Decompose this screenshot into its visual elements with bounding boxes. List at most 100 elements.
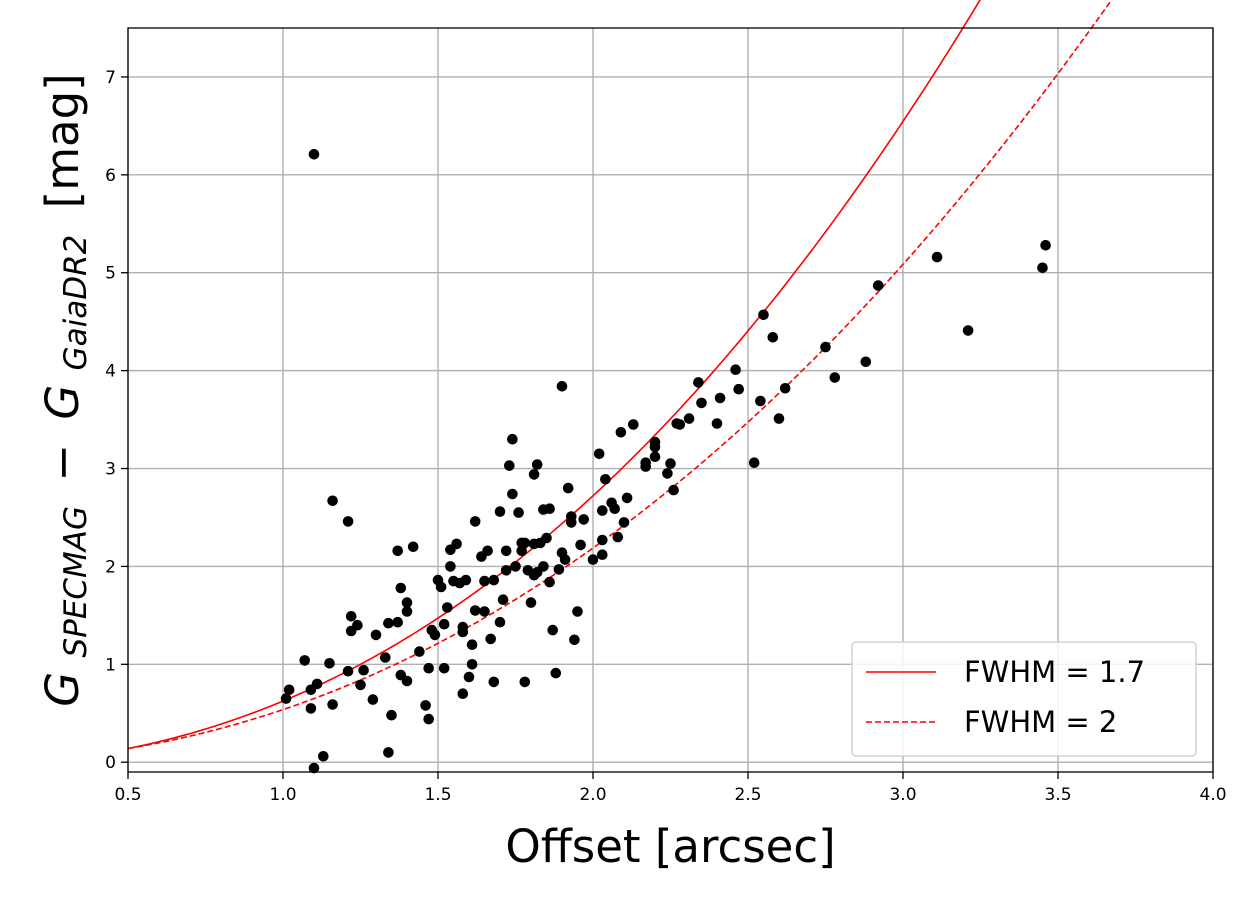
scatter-point (544, 576, 555, 588)
x-axis-label: Offset [arcsec] (505, 820, 835, 873)
scatter-point (758, 309, 769, 321)
scatter-point (748, 457, 760, 469)
scatter-point (587, 554, 599, 565)
scatter-point (612, 531, 624, 543)
scatter-point (559, 554, 571, 565)
scatter-point (550, 667, 562, 679)
y-label-sub1: SPECMAG (58, 506, 94, 658)
scatter-point (649, 451, 661, 463)
scatter-point (755, 395, 766, 407)
scatter-point (463, 671, 475, 683)
y-axis-label: G SPECMAG − G GaiaDR2 [mag] (36, 73, 97, 706)
scatter-point (575, 539, 586, 551)
scatter-point (401, 675, 413, 687)
scatter-point (618, 517, 630, 528)
scatter-point (466, 639, 478, 650)
scatter-point (451, 538, 462, 550)
y-tick-label: 3 (105, 460, 116, 480)
scatter-point (829, 372, 841, 383)
scatter-point (500, 545, 512, 557)
legend: FWHM = 1.7 FWHM = 2 (851, 641, 1197, 757)
scatter-point (662, 468, 673, 479)
x-tick-label: 1.5 (424, 785, 451, 805)
y-label-sub2: GaiaDR2 (58, 235, 94, 371)
scatter-point (355, 679, 366, 691)
y-label-minus: − (36, 444, 89, 482)
scatter-point (504, 460, 515, 471)
plot-frame (127, 27, 1214, 773)
scatter-point (469, 516, 481, 527)
scatter-point (609, 503, 620, 514)
x-tick-label: 3.0 (889, 785, 916, 805)
legend-label-fwhm-1-7: FWHM = 1.7 (964, 655, 1145, 689)
scatter-point (386, 709, 397, 721)
scatter-point (442, 602, 453, 613)
scatter-point (392, 616, 404, 628)
scatter-point (510, 561, 521, 572)
scatter-point (513, 507, 524, 518)
scatter-point (280, 693, 292, 704)
scatter-point (553, 564, 565, 575)
y-tick-label: 2 (105, 557, 116, 577)
scatter-point (494, 616, 506, 628)
scatter-point (860, 356, 872, 368)
scatter-point (544, 503, 555, 514)
scatter-point (488, 574, 500, 586)
scatter-point (318, 751, 329, 762)
scatter-point (488, 676, 500, 688)
scatter-point (1040, 240, 1051, 251)
scatter-point (423, 713, 435, 725)
scatter-point (485, 633, 497, 645)
scatter-point (872, 280, 884, 291)
scatter-point (773, 413, 785, 424)
scatter-point (466, 659, 478, 670)
scatter-point (352, 619, 363, 631)
x-tick-label: 2.0 (579, 785, 606, 805)
scatter-point (569, 634, 580, 646)
scatter-point (733, 383, 744, 395)
scatter-point (593, 448, 605, 460)
scatter-point (597, 549, 608, 560)
scatter-point (407, 541, 419, 553)
scatter-point (299, 655, 311, 666)
scatter-point (696, 397, 707, 409)
scatter-point (460, 574, 472, 586)
scatter-point (479, 575, 490, 587)
scatter-point (538, 561, 549, 572)
scatter-point (327, 699, 338, 710)
scatter-point (457, 688, 469, 699)
y-tick-label: 4 (105, 362, 116, 382)
scatter-point (345, 611, 357, 622)
scatter-point (1037, 262, 1048, 274)
y-tick-label: 6 (105, 166, 116, 186)
scatter-point (668, 484, 679, 496)
plot-series (127, 0, 1113, 774)
x-tick-label: 4.0 (1199, 785, 1226, 805)
grid (127, 28, 1214, 772)
scatter-point (525, 597, 537, 608)
scatter-point (438, 618, 450, 630)
y-tick-label: 0 (105, 753, 116, 773)
y-label-g2: G (36, 385, 89, 420)
scatter-point (562, 482, 574, 494)
scatter-point (367, 694, 379, 705)
x-tick-label: 2.5 (734, 785, 761, 805)
scatter-point (500, 565, 512, 576)
scatter-point (469, 605, 481, 616)
scatter-point (308, 762, 320, 774)
scatter-point (401, 606, 413, 617)
scatter-point (628, 419, 639, 430)
scatter-point (342, 665, 354, 677)
scatter-point (380, 652, 391, 663)
scatter-point (541, 532, 552, 544)
y-label-g1: G (36, 672, 89, 707)
scatter-point (519, 537, 531, 549)
scatter-point (457, 626, 469, 638)
scatter-point (767, 332, 779, 343)
scatter-point (497, 594, 509, 605)
y-tick-label: 1 (105, 655, 116, 675)
scatter-point (358, 664, 369, 676)
scatter-point (383, 617, 394, 629)
scatter-point (283, 684, 295, 696)
